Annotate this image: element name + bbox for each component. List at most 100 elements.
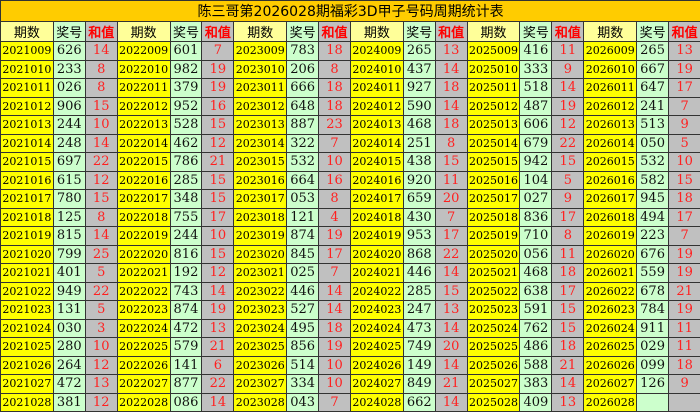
number-cell: 026 <box>53 79 85 98</box>
sum-cell: 6 <box>202 356 234 375</box>
period-cell: 2023013 <box>234 116 287 135</box>
period-cell: 2023023 <box>234 301 287 320</box>
sum-cell: 20 <box>435 190 467 209</box>
number-cell: 836 <box>520 208 552 227</box>
sum-cell: 7 <box>319 393 351 412</box>
number-cell: 799 <box>53 245 85 264</box>
sum-cell: 9 <box>552 60 584 79</box>
number-cell: 762 <box>520 319 552 338</box>
sum-cell: 7 <box>669 227 700 246</box>
number-cell: 953 <box>403 227 435 246</box>
number-cell: 647 <box>637 79 669 98</box>
column-header-sum: 和值 <box>435 22 467 42</box>
sum-cell: 12 <box>552 116 584 135</box>
number-cell: 495 <box>287 319 319 338</box>
sum-cell: 5 <box>85 264 117 283</box>
sum-cell: 18 <box>669 356 700 375</box>
period-cell: 2023028 <box>234 393 287 412</box>
number-cell: 528 <box>170 116 202 135</box>
sum-cell: 14 <box>435 319 467 338</box>
sum-cell: 21 <box>669 282 700 301</box>
sum-cell: 8 <box>319 60 351 79</box>
number-cell: 251 <box>403 134 435 153</box>
period-cell: 2024016 <box>350 171 403 190</box>
column-header-period: 期数 <box>350 22 403 42</box>
period-cell: 2021022 <box>1 282 54 301</box>
number-cell: 446 <box>287 282 319 301</box>
sum-cell: 11 <box>669 319 700 338</box>
period-cell: 2025011 <box>467 79 520 98</box>
sum-cell: 16 <box>202 97 234 116</box>
period-cell: 2024022 <box>350 282 403 301</box>
number-cell: 615 <box>53 171 85 190</box>
number-cell: 206 <box>287 60 319 79</box>
number-cell: 874 <box>170 301 202 320</box>
number-cell: 437 <box>403 60 435 79</box>
sum-cell: 22 <box>552 134 584 153</box>
number-cell: 786 <box>170 153 202 172</box>
sum-cell: 7 <box>669 97 700 116</box>
period-cell: 2022009 <box>117 42 170 61</box>
sum-cell: 10 <box>85 338 117 357</box>
number-cell: 247 <box>403 301 435 320</box>
sum-cell: 13 <box>669 42 700 61</box>
period-cell: 2023011 <box>234 79 287 98</box>
sum-cell: 14 <box>85 227 117 246</box>
sum-cell: 8 <box>85 208 117 227</box>
sum-cell: 11 <box>669 338 700 357</box>
period-cell: 2026014 <box>584 134 637 153</box>
sum-cell: 13 <box>435 42 467 61</box>
sum-cell: 15 <box>85 190 117 209</box>
sum-cell: 14 <box>435 97 467 116</box>
sum-cell: 14 <box>552 375 584 394</box>
period-cell: 2024025 <box>350 338 403 357</box>
period-cell: 2026027 <box>584 375 637 394</box>
number-cell: 192 <box>170 264 202 283</box>
number-cell: 626 <box>53 42 85 61</box>
sum-cell: 17 <box>435 227 467 246</box>
sum-cell: 18 <box>319 42 351 61</box>
sum-cell: 13 <box>202 319 234 338</box>
period-cell: 2026010 <box>584 60 637 79</box>
number-cell: 518 <box>520 79 552 98</box>
period-cell: 2026016 <box>584 171 637 190</box>
number-cell: 438 <box>403 153 435 172</box>
number-cell: 949 <box>53 282 85 301</box>
period-cell: 2021025 <box>1 338 54 357</box>
period-cell: 2025016 <box>467 171 520 190</box>
sum-cell: 7 <box>435 208 467 227</box>
number-cell: 348 <box>170 190 202 209</box>
period-cell: 2023015 <box>234 153 287 172</box>
number-cell: 559 <box>637 264 669 283</box>
sum-cell: 8 <box>85 79 117 98</box>
period-cell: 2026018 <box>584 208 637 227</box>
number-cell: 664 <box>287 171 319 190</box>
sum-cell: 15 <box>202 171 234 190</box>
period-cell: 2022019 <box>117 227 170 246</box>
period-cell: 2022025 <box>117 338 170 357</box>
period-cell: 2025013 <box>467 116 520 135</box>
number-cell: 667 <box>637 60 669 79</box>
period-cell: 2025025 <box>467 338 520 357</box>
number-cell: 056 <box>520 245 552 264</box>
period-cell: 2021016 <box>1 171 54 190</box>
number-cell: 472 <box>53 375 85 394</box>
sum-cell: 12 <box>202 264 234 283</box>
number-cell: 845 <box>287 245 319 264</box>
period-cell: 2021014 <box>1 134 54 153</box>
number-cell: 606 <box>520 116 552 135</box>
sum-cell: 8 <box>435 134 467 153</box>
period-cell: 2025022 <box>467 282 520 301</box>
sum-cell: 19 <box>202 301 234 320</box>
period-cell: 2026019 <box>584 227 637 246</box>
number-cell: 911 <box>637 319 669 338</box>
period-cell: 2023022 <box>234 282 287 301</box>
period-cell: 2021017 <box>1 190 54 209</box>
